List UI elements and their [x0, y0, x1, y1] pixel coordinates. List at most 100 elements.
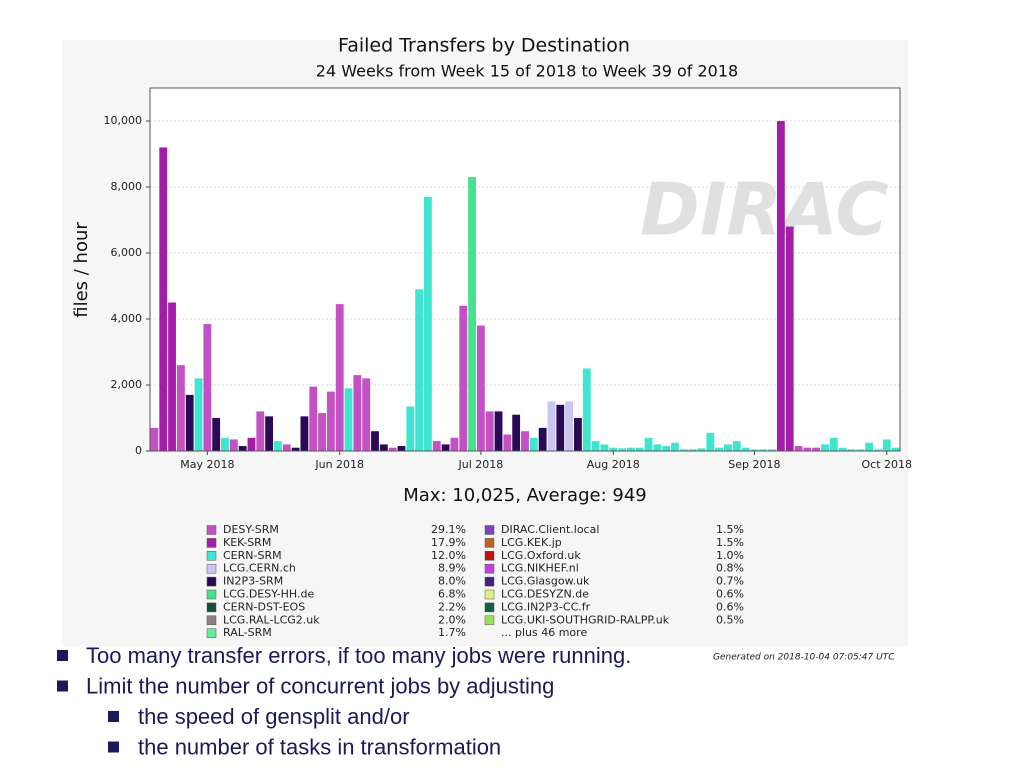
legend-swatch — [484, 589, 495, 600]
bar — [803, 447, 812, 451]
legend-more: ... plus 46 more — [501, 626, 587, 639]
bullet-text: Limit the number of concurrent jobs by a… — [86, 673, 554, 698]
bar — [309, 386, 318, 451]
y-tick-label: 2,000 — [111, 378, 143, 391]
bar — [353, 375, 362, 451]
bar — [732, 441, 741, 451]
y-tick-label: 0 — [135, 444, 142, 457]
legend-swatch — [206, 538, 217, 548]
bar — [291, 447, 300, 451]
sub-bullet-marker — [108, 711, 119, 722]
x-tick-label: Oct 2018 — [862, 458, 913, 471]
bar — [459, 305, 468, 451]
legend-swatch — [206, 628, 217, 638]
legend-label: KEK-SRM — [223, 536, 271, 549]
legend-label: CERN-SRM — [223, 549, 282, 562]
plot-area — [150, 88, 900, 451]
bar — [468, 177, 476, 451]
bar — [679, 449, 688, 451]
legend-share: 6.8% — [438, 588, 466, 601]
legend-swatch — [484, 602, 495, 613]
legend-swatch — [206, 551, 217, 561]
bar — [238, 446, 247, 451]
bar — [521, 431, 529, 451]
bar — [600, 444, 609, 451]
bullet-marker — [57, 650, 68, 661]
bar — [371, 431, 379, 451]
legend-swatch — [484, 551, 495, 561]
bar — [882, 439, 891, 451]
legend-share: 0.6% — [716, 600, 744, 613]
plot-frame — [149, 87, 901, 452]
y-tick-label: 10,000 — [104, 114, 143, 127]
bar — [715, 447, 724, 451]
bar — [441, 444, 450, 451]
bullet-text: Too many transfer errors, if too many jo… — [86, 643, 631, 668]
bar — [591, 441, 600, 451]
bar — [300, 416, 309, 451]
bar — [176, 365, 185, 451]
bar — [424, 196, 432, 451]
y-tick-label: 8,000 — [111, 180, 143, 193]
sub-bullet-text: the speed of gensplit and/or — [138, 704, 410, 729]
bar — [609, 447, 618, 451]
y-axis-label: files / hour — [71, 222, 92, 318]
legend-label: LCG.Glasgow.uk — [501, 575, 590, 588]
bar — [565, 401, 574, 451]
legend-label: RAL-SRM — [223, 626, 272, 639]
bar — [529, 437, 538, 451]
legend-share: 0.8% — [716, 562, 744, 575]
bar — [847, 449, 856, 451]
legend-label: LCG.Oxford.uk — [501, 549, 581, 562]
bar — [812, 447, 821, 451]
legend-label: IN2P3-SRM — [223, 575, 283, 588]
legend-share: 8.9% — [438, 562, 466, 575]
chart-title: Failed Transfers by Destination — [338, 35, 630, 57]
legend-share: 2.0% — [438, 613, 466, 626]
bar — [415, 289, 424, 451]
generated-note: Generated on 2018-10-04 07:05:47 UTC — [713, 653, 895, 663]
legend-swatch — [206, 563, 217, 574]
bar — [256, 411, 265, 451]
bar — [274, 441, 282, 451]
bar — [194, 378, 203, 451]
legend-share: 12.0% — [431, 549, 466, 562]
legend-swatch — [206, 602, 217, 613]
legend-swatch — [206, 525, 217, 535]
legend-swatch — [206, 576, 217, 587]
legend-swatch — [206, 615, 217, 626]
bar — [644, 437, 653, 451]
legend-share: 1.0% — [716, 549, 744, 562]
legend-swatch — [484, 576, 495, 587]
legend-share: 1.7% — [438, 626, 466, 639]
bar — [556, 404, 565, 451]
bar — [635, 447, 644, 451]
sub-bullet-text: the number of tasks in transformation — [138, 734, 501, 759]
legend-share: 0.5% — [716, 613, 744, 626]
bar — [829, 437, 838, 451]
legend-swatch — [484, 538, 495, 548]
bar — [776, 121, 785, 451]
bar — [397, 446, 406, 451]
bar — [388, 447, 397, 451]
bar — [741, 447, 750, 451]
bar — [856, 449, 865, 451]
bar — [159, 147, 168, 451]
legend-label: LCG.IN2P3-CC.fr — [501, 600, 591, 613]
bar — [485, 411, 494, 451]
legend-share: 29.1% — [431, 523, 466, 536]
bar — [335, 304, 344, 451]
legend-label: DIRAC.Client.local — [501, 523, 599, 536]
bar — [821, 444, 829, 451]
bar — [618, 448, 626, 451]
bar — [150, 427, 159, 451]
bar — [671, 442, 679, 451]
legend-label: LCG.DESY-HH.de — [223, 588, 314, 601]
legend-share: 8.0% — [438, 575, 466, 588]
bar — [406, 406, 415, 451]
bar — [662, 446, 671, 451]
x-tick-label: Jun 2018 — [314, 458, 364, 471]
bar — [212, 418, 221, 451]
